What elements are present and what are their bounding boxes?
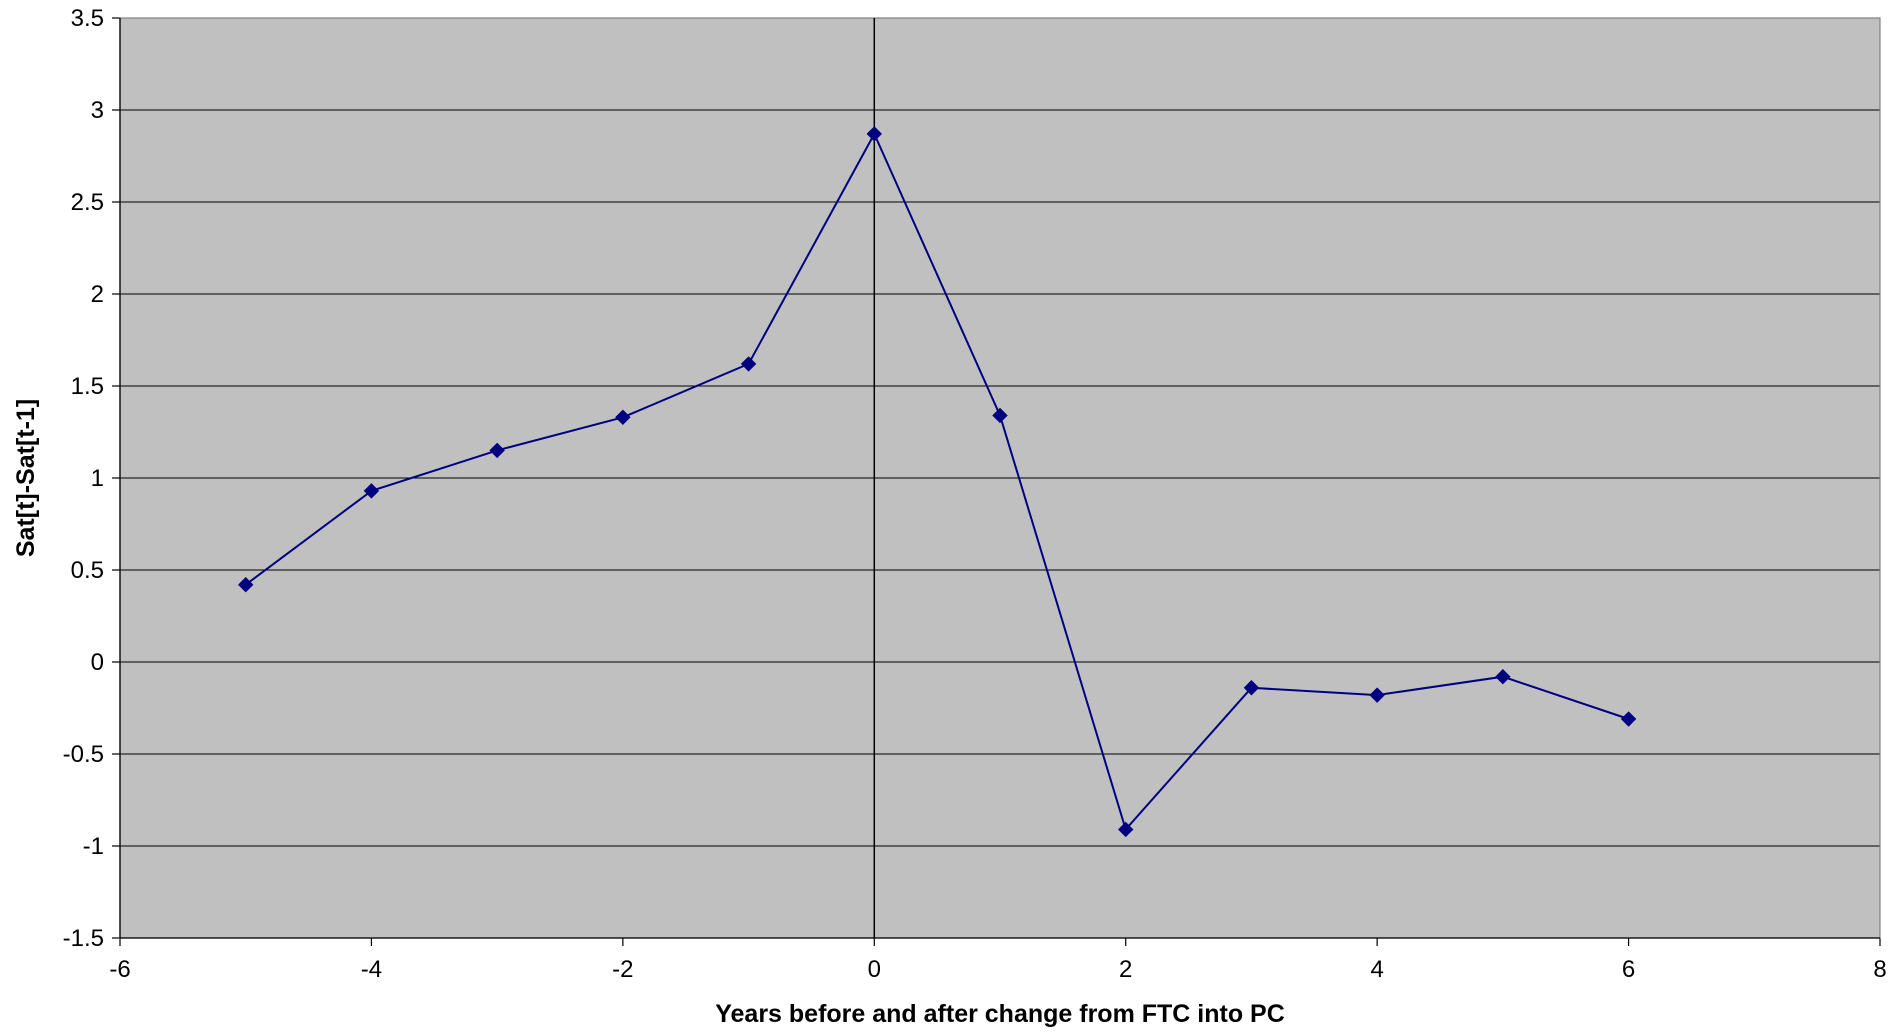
data-point-marker: [866, 126, 882, 142]
data-series: [238, 126, 1637, 838]
y-tick-label: 0: [91, 649, 104, 676]
data-point-marker: [238, 577, 254, 593]
data-point-marker: [489, 442, 505, 459]
tick-labels: 3.5 3 2.5 2 1.5 1 0.5 0 -0.5 -1 -1.5-6 -4 -2 0 2 4 6 8: [63, 5, 1887, 983]
x-tick-label: -2: [612, 956, 633, 983]
data-point-marker: [740, 356, 757, 372]
x-axis-title: Years before and after change from FTC i…: [715, 1000, 1285, 1028]
x-tick-label: -4: [361, 956, 382, 983]
y-tick-label: 1.5: [71, 373, 104, 400]
x-tick-label: -6: [109, 956, 130, 983]
y-tick-label: 0.5: [71, 557, 104, 584]
data-point-marker: [992, 407, 1008, 424]
y-axis-title: Sat[t]-Sat[t-1]: [12, 399, 40, 557]
x-tick-label: 8: [1873, 956, 1886, 983]
data-point-marker: [1369, 687, 1385, 703]
x-tick-label: 6: [1622, 956, 1635, 983]
data-point-marker: [1243, 680, 1260, 696]
y-tick-label: 2: [91, 281, 104, 308]
data-point-marker: [363, 483, 380, 499]
y-tick-label: 1: [91, 465, 104, 492]
y-tick-label: 2.5: [71, 189, 104, 216]
series-line: [245, 131, 1629, 832]
y-tick-label: 3.5: [71, 5, 104, 32]
x-tick-label: 2: [1119, 956, 1132, 983]
axes: [112, 17, 1881, 946]
y-tick-label: -1: [83, 833, 104, 860]
y-tick-label: -1.5: [63, 925, 104, 952]
x-tick-label: 0: [868, 956, 881, 983]
data-point-marker: [1118, 821, 1134, 838]
data-point-marker: [1620, 711, 1637, 727]
data-point-marker: [1495, 669, 1511, 685]
y-tick-label: 3: [91, 97, 104, 124]
data-point-marker: [615, 409, 631, 425]
y-tick-label: -0.5: [63, 741, 104, 768]
x-tick-label: 4: [1370, 956, 1383, 983]
